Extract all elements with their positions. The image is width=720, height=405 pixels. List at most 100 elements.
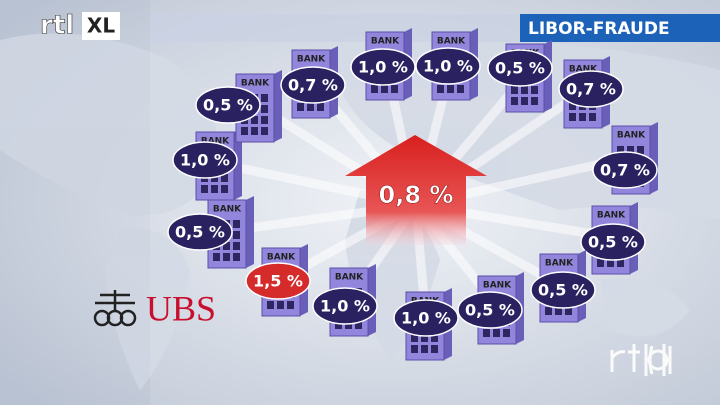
rate-oval [172,141,238,179]
rate-label: 1,0 % [320,297,370,316]
rate-oval [245,262,311,300]
window [503,329,510,337]
rate-label: 0,5 % [465,301,515,320]
window [371,85,378,93]
window [261,116,268,124]
bank-label: BANK [297,55,326,65]
bank-label: BANK [597,211,626,221]
window [233,220,240,228]
bank-label: BANK [569,65,598,75]
window [589,113,596,121]
bank-label: BANK [483,281,512,291]
window [307,103,314,111]
rate-oval [558,70,624,108]
window [531,97,538,105]
window [617,259,624,267]
window [531,86,538,94]
rate-label: 1,0 % [423,57,473,76]
window [597,259,604,267]
window [223,253,230,261]
window [511,97,518,105]
ubs-keys [93,290,137,327]
bank-side [274,70,282,142]
bank-label: BANK [241,79,270,89]
rate-oval [167,213,233,251]
logo-box [82,12,120,40]
rate-oval [415,47,481,85]
window [411,334,418,342]
bank-label: BANK [213,205,242,215]
rate-oval [280,66,346,104]
window [579,113,586,121]
window [221,185,228,193]
bank-label: BANK [335,273,364,283]
rate-label: 0,5 % [495,59,545,78]
window [431,334,438,342]
window [457,85,464,93]
window [213,253,220,261]
window [261,127,268,135]
logo-xl: XL [87,14,115,38]
rate-label: 0,5 % [538,281,588,300]
window [483,329,490,337]
bank-side [650,122,658,194]
window [607,259,614,267]
window [637,146,644,154]
window [391,85,398,93]
bank-label: BANK [201,137,230,147]
watermark [610,344,672,376]
window [545,307,552,315]
window [241,127,248,135]
window [297,103,304,111]
window [233,253,240,261]
rate-label: 0,5 % [175,223,225,242]
banks: BANK 1,0 % BANK 0,5 % BANK 0,5 % BANK 0,7 % BANK… [167,28,658,361]
ubs-logo: UBS [93,288,216,328]
rate-oval [530,271,596,309]
window [381,85,388,93]
rate-label: 0,5 % [588,233,638,252]
rate-label: 1,0 % [358,58,408,77]
window [251,127,258,135]
ubs-text: UBS [146,288,216,328]
window [287,301,294,309]
window [437,85,444,93]
rate-oval [487,49,553,87]
window [521,86,528,94]
rate-label: 0,7 % [288,76,338,95]
rate-label: 1,0 % [401,309,451,328]
window [261,94,268,102]
rate-label: 0,7 % [600,161,650,180]
window [511,86,518,94]
window [431,345,438,353]
rate-oval [457,291,523,329]
window [335,321,342,329]
window [221,174,228,182]
rate-oval [195,86,261,124]
rate-oval [350,48,416,86]
window [421,345,428,353]
bank-side [246,196,254,268]
center-arrow: 0,8 % [345,135,487,245]
banner-box [520,14,720,42]
rate-label: 0,7 % [566,80,616,99]
bank-label: BANK [267,253,296,263]
rate-label: 1,0 % [180,151,230,170]
window [493,329,500,337]
window [555,307,562,315]
bank-label: BANK [545,259,574,269]
window [355,321,362,329]
window [201,185,208,193]
window [251,116,258,124]
window [565,307,572,315]
arrow-shape [345,135,487,245]
window [447,85,454,93]
window [345,321,352,329]
window [267,301,274,309]
window [521,97,528,105]
center-rate: 0,8 % [379,181,454,209]
bank-label: BANK [371,37,400,47]
window [421,334,428,342]
rate-label: 1,5 % [253,272,303,291]
window [277,301,284,309]
